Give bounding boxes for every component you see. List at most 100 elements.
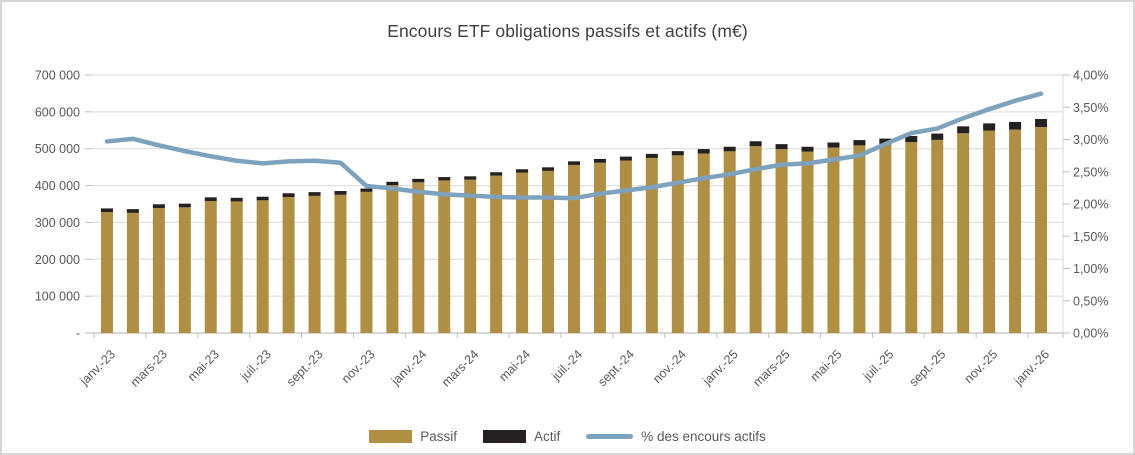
- bar-actif: [619, 156, 632, 161]
- bar-actif: [697, 149, 710, 154]
- right-axis-label: 2,00%: [1073, 198, 1108, 212]
- x-axis-label: janv.-24: [388, 347, 429, 388]
- x-axis-label: janv.-25: [699, 347, 740, 388]
- bar-actif: [282, 193, 295, 197]
- bar-actif: [464, 176, 477, 180]
- bar-actif: [256, 196, 269, 201]
- bar-passif: [490, 175, 503, 333]
- legend-label-actif: Actif: [533, 429, 561, 444]
- bar-actif: [931, 133, 944, 140]
- x-axis-label: juil.-25: [860, 347, 897, 384]
- left-axis-label: 100 000: [35, 290, 80, 304]
- bar-passif: [516, 172, 529, 333]
- bar-actif: [775, 144, 788, 150]
- bar-actif: [827, 142, 840, 148]
- x-axis-label: sept.-24: [595, 347, 637, 389]
- left-axis-label: 200 000: [35, 253, 80, 267]
- right-axis-label: 2,50%: [1073, 165, 1108, 179]
- bar-actif: [100, 208, 113, 213]
- bar-passif: [308, 195, 321, 333]
- bar-actif: [1009, 121, 1022, 130]
- x-axis-label: juil.-23: [237, 347, 274, 384]
- bar-passif: [126, 212, 139, 333]
- bar-actif: [126, 209, 139, 213]
- legend-item-actif: Actif: [482, 429, 561, 444]
- bar-passif: [697, 153, 710, 333]
- x-axis-label: janv.-23: [77, 347, 118, 388]
- x-axis-label: mai-23: [185, 347, 222, 384]
- pct-line-swatch-icon: [586, 434, 634, 439]
- bar-passif: [282, 196, 295, 333]
- bar-passif: [1035, 126, 1048, 334]
- bar-passif: [593, 162, 606, 333]
- bar-passif: [905, 142, 918, 333]
- bar-actif: [204, 197, 217, 202]
- bar-actif: [386, 181, 399, 186]
- right-axis-label: 1,50%: [1073, 230, 1108, 244]
- x-axis-label: juil.-24: [548, 347, 585, 384]
- bar-passif: [568, 164, 580, 333]
- left-axis-label: 400 000: [35, 179, 80, 193]
- bar-actif: [983, 123, 996, 131]
- bar-actif: [516, 169, 529, 173]
- bar-actif: [230, 197, 243, 202]
- bar-passif: [853, 145, 866, 333]
- left-axis-label: 500 000: [35, 142, 80, 156]
- x-axis-label: mars-24: [439, 347, 481, 389]
- bar-passif: [645, 157, 658, 333]
- bar-passif: [152, 208, 165, 333]
- bar-actif: [334, 191, 347, 195]
- bar-actif: [542, 167, 555, 171]
- right-axis-label: 4,00%: [1073, 69, 1108, 83]
- bar-actif: [801, 146, 814, 152]
- x-axis-label: sept.-25: [907, 347, 949, 389]
- bar-passif: [879, 144, 892, 333]
- bar-actif: [360, 188, 373, 192]
- bar-actif: [749, 141, 762, 147]
- passif-swatch-icon: [369, 430, 413, 443]
- bar-actif: [568, 161, 580, 165]
- right-axis-label: 3,00%: [1073, 133, 1108, 147]
- bar-passif: [1009, 129, 1022, 333]
- bar-passif: [334, 194, 347, 333]
- legend-label-pct: % des encours actifs: [641, 429, 766, 444]
- left-axis-label: 300 000: [35, 216, 80, 230]
- bar-actif: [957, 126, 970, 134]
- left-axis-label: 700 000: [35, 69, 80, 83]
- x-axis-label: nov.-24: [650, 347, 689, 386]
- bar-passif: [619, 160, 632, 333]
- bar-actif: [412, 178, 425, 183]
- bar-passif: [542, 170, 555, 333]
- x-axis-label: mars-25: [750, 347, 792, 389]
- bar-passif: [801, 151, 814, 333]
- bar-actif: [671, 151, 684, 156]
- bar-passif: [412, 182, 425, 333]
- bar-actif: [723, 146, 736, 152]
- legend-label-passif: Passif: [420, 429, 457, 444]
- bar-actif: [853, 140, 866, 146]
- bar-passif: [178, 207, 191, 333]
- bar-actif: [905, 135, 918, 143]
- bar-passif: [723, 151, 736, 333]
- bar-actif: [593, 158, 606, 163]
- bar-passif: [749, 146, 762, 333]
- bar-passif: [775, 149, 788, 333]
- bar-passif: [983, 130, 996, 333]
- actif-swatch-icon: [482, 430, 526, 443]
- legend-item-passif: Passif: [369, 429, 457, 444]
- bar-passif: [360, 191, 373, 333]
- bar-passif: [671, 155, 684, 333]
- left-axis-label: 600 000: [35, 105, 80, 119]
- bar-actif: [438, 177, 451, 181]
- bar-passif: [827, 147, 840, 333]
- pct-encours-actifs-line: [104, 91, 1044, 201]
- right-axis-label: 1,00%: [1073, 262, 1108, 276]
- x-axis-label: janv.-26: [1011, 347, 1052, 388]
- legend-item-pct: % des encours actifs: [586, 429, 766, 444]
- x-axis-label: mai-25: [808, 347, 845, 384]
- bar-actif: [178, 203, 191, 208]
- right-axis-label: 3,50%: [1073, 101, 1108, 115]
- bar-passif: [438, 180, 451, 333]
